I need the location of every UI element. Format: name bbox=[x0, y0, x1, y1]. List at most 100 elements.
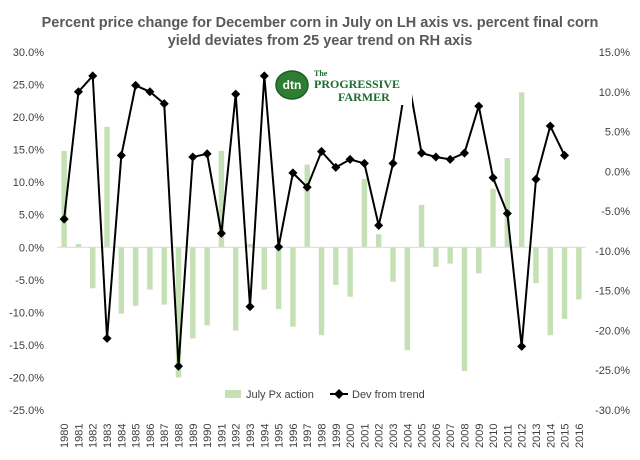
x-tick-label: 2015 bbox=[560, 424, 572, 448]
right-tick-label: -25.0% bbox=[595, 365, 630, 377]
dev-from-trend-point-2015 bbox=[560, 150, 570, 160]
dev-from-trend-point-1982 bbox=[88, 71, 98, 81]
right-axis-ticks: 15.0% 10.0% 5.0% 0.0% -5.0% -10.0% -15.0% -20.0… bbox=[595, 47, 630, 417]
bar-1986 bbox=[147, 247, 153, 290]
dev-from-trend-point-2007 bbox=[445, 154, 455, 164]
chart-title-line-1: Percent price change for December corn i… bbox=[42, 15, 599, 31]
dev-from-trend-point-2010 bbox=[488, 173, 498, 183]
bar-1991 bbox=[218, 150, 225, 248]
bar-1998 bbox=[318, 247, 325, 336]
x-tick-label: 2003 bbox=[388, 424, 400, 448]
dev-from-trend-point-1983 bbox=[102, 333, 112, 343]
logo-the-text: The bbox=[314, 69, 328, 78]
left-tick-label: -20.0% bbox=[9, 372, 44, 384]
x-tick-label: 1997 bbox=[302, 424, 314, 448]
progressive-farmer-logo: dtn The PROGRESSIVE FARMER bbox=[272, 65, 412, 105]
x-tick-label: 1984 bbox=[116, 424, 128, 448]
dev-from-trend-point-2003 bbox=[388, 158, 398, 168]
bar-1997 bbox=[304, 164, 310, 248]
bar-1992 bbox=[233, 247, 239, 331]
x-tick-label: 1995 bbox=[274, 424, 286, 448]
x-axis-ticks: 1980 1981 1982 1983 1984 1985 1986 1987 1988 1989… bbox=[59, 424, 586, 448]
x-tick-label: 2005 bbox=[417, 424, 429, 448]
x-tick-label: 1999 bbox=[331, 424, 343, 448]
bar-1993 bbox=[247, 244, 253, 248]
dev-from-trend-point-2013 bbox=[531, 174, 541, 184]
right-tick-label: -5.0% bbox=[601, 206, 630, 218]
left-tick-label: 15.0% bbox=[13, 145, 44, 157]
dev-from-trend-point-2005 bbox=[417, 148, 427, 158]
x-tick-label: 1998 bbox=[317, 424, 329, 448]
dev-from-trend-point-1980 bbox=[59, 214, 69, 224]
bar-2012 bbox=[518, 92, 525, 248]
bar-2015 bbox=[561, 247, 568, 319]
dev-from-trend-point-1981 bbox=[73, 87, 83, 97]
bar-1982 bbox=[90, 247, 96, 289]
legend-label-july-px-action: July Px action bbox=[246, 389, 314, 401]
x-tick-label: 2002 bbox=[374, 424, 386, 448]
dev-from-trend-line bbox=[63, 73, 566, 367]
dev-from-trend-point-1990 bbox=[202, 149, 212, 159]
bar-1989 bbox=[190, 247, 196, 339]
dev-from-trend-point-1991 bbox=[216, 228, 226, 238]
dev-from-trend-point-2006 bbox=[431, 152, 441, 162]
right-tick-label: 15.0% bbox=[599, 47, 630, 59]
bar-2004 bbox=[404, 247, 410, 351]
left-tick-label: 0.0% bbox=[19, 242, 44, 254]
legend-swatch-july-px-action bbox=[225, 390, 241, 398]
x-tick-label: 1989 bbox=[188, 424, 200, 448]
legend-label-dev-from-trend: Dev from trend bbox=[352, 389, 425, 401]
bar-1994 bbox=[261, 247, 268, 290]
x-tick-label: 1983 bbox=[102, 424, 114, 448]
chart-title-line-2: yield deviates from 25 year trend on RH … bbox=[168, 33, 473, 49]
x-tick-label: 2006 bbox=[431, 424, 443, 448]
bar-series-july-px-action bbox=[61, 92, 582, 378]
x-tick-label: 2000 bbox=[345, 424, 357, 448]
bar-2013 bbox=[533, 247, 539, 284]
right-tick-label: -15.0% bbox=[595, 286, 630, 298]
logo-dtn-badge bbox=[275, 70, 309, 100]
bar-1995 bbox=[275, 247, 282, 310]
x-tick-label: 1988 bbox=[174, 424, 186, 448]
dev-from-trend-point-1984 bbox=[116, 150, 126, 160]
dev-from-trend-point-1987 bbox=[159, 99, 169, 109]
x-tick-label: 2016 bbox=[574, 424, 586, 448]
left-tick-label: 25.0% bbox=[13, 80, 44, 92]
dev-from-trend-point-2009 bbox=[474, 101, 484, 111]
logo-dtn-text: dtn bbox=[283, 78, 302, 92]
bar-1984 bbox=[118, 247, 125, 314]
bar-1983 bbox=[104, 126, 110, 248]
x-tick-label: 1996 bbox=[288, 424, 300, 448]
bar-2000 bbox=[347, 247, 353, 297]
dev-from-trend-point-2000 bbox=[345, 154, 355, 164]
right-tick-label: 10.0% bbox=[599, 87, 630, 99]
dev-from-trend-point-1994 bbox=[259, 71, 269, 81]
right-tick-label: 5.0% bbox=[605, 127, 630, 139]
dev-from-trend-point-2014 bbox=[545, 121, 555, 131]
dev-from-trend-point-1985 bbox=[131, 80, 141, 90]
x-tick-label: 2001 bbox=[359, 424, 371, 448]
right-tick-label: -30.0% bbox=[595, 405, 630, 417]
x-tick-label: 2007 bbox=[445, 424, 457, 448]
bar-2006 bbox=[433, 247, 439, 267]
bar-1980 bbox=[61, 150, 67, 248]
x-tick-label: 2011 bbox=[502, 424, 514, 448]
x-tick-label: 1992 bbox=[231, 424, 243, 448]
dev-from-trend-point-1995 bbox=[274, 242, 284, 252]
x-tick-label: 1987 bbox=[159, 424, 171, 448]
left-tick-label: -25.0% bbox=[9, 405, 44, 417]
x-tick-label: 1982 bbox=[88, 424, 100, 448]
bar-1985 bbox=[132, 247, 139, 306]
x-tick-label: 1994 bbox=[259, 424, 271, 448]
left-tick-label: -15.0% bbox=[9, 340, 44, 352]
x-tick-label: 2012 bbox=[517, 424, 529, 448]
x-tick-label: 1986 bbox=[145, 424, 157, 448]
x-tick-label: 2014 bbox=[545, 424, 557, 448]
bar-2008 bbox=[461, 247, 468, 371]
bar-2011 bbox=[504, 158, 511, 248]
left-tick-label: 10.0% bbox=[13, 177, 44, 189]
dev-from-trend-point-2012 bbox=[517, 341, 527, 351]
x-tick-label: 2013 bbox=[531, 424, 543, 448]
right-tick-label: -10.0% bbox=[595, 246, 630, 258]
bar-1981 bbox=[75, 244, 82, 248]
